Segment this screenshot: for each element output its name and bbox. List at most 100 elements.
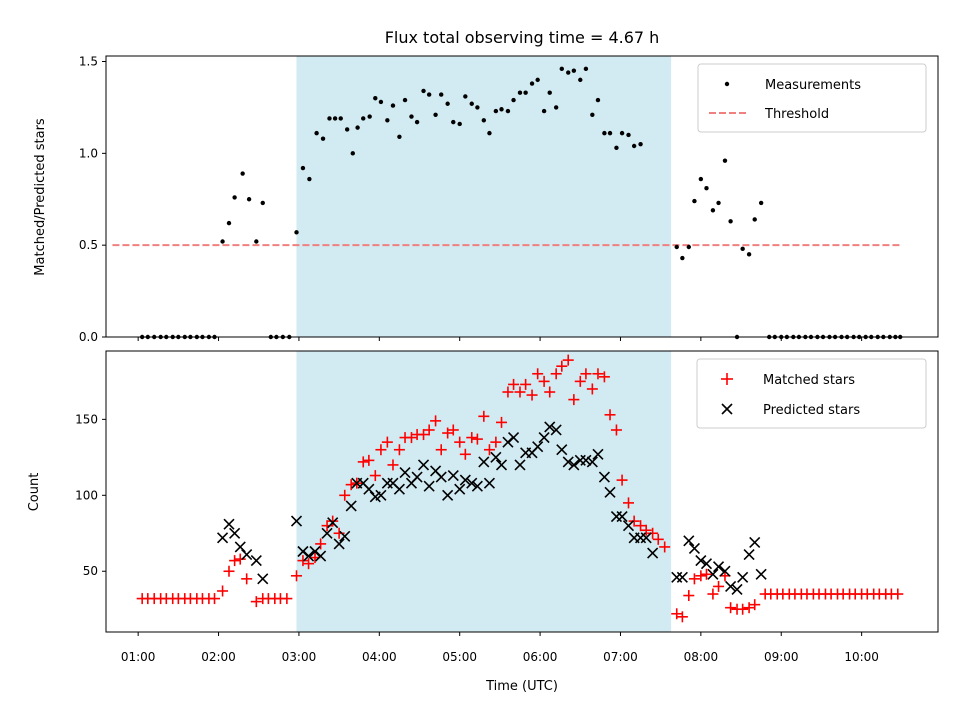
measurement-point (378, 99, 384, 105)
matched-star-point (647, 527, 659, 539)
matched-star-point (713, 580, 725, 592)
figure-title: Flux total observing time = 4.67 h (385, 28, 660, 47)
matched-star-point (532, 368, 544, 380)
predicted-star-point (688, 542, 700, 555)
matched-star-point (478, 410, 490, 422)
measurement-point (314, 130, 319, 136)
matched-star-point (737, 603, 749, 615)
measurement-point (499, 107, 504, 112)
measurement-point (300, 165, 306, 171)
matched-star-point (234, 553, 246, 565)
measurement-point (320, 136, 326, 141)
measurement-point (716, 200, 721, 206)
measurement-point (740, 246, 745, 252)
matched-star-point (743, 602, 755, 614)
predicted-star-point (616, 510, 628, 523)
matched-star-point (683, 590, 695, 602)
x-axis-label: Time (UTC) (485, 679, 558, 694)
predicted-star-point (514, 459, 526, 471)
predicted-star-point (725, 580, 737, 592)
measurement-point (240, 171, 245, 176)
y-tick-label: 1.5 (79, 55, 98, 69)
matched-star-point (291, 570, 303, 582)
measurement-point (439, 92, 444, 97)
matched-star-point (483, 444, 495, 456)
matched-star-point (652, 533, 664, 545)
predicted-star-point (478, 456, 490, 468)
matched-star-point (381, 436, 393, 448)
measurement-point (332, 116, 338, 121)
measurement-point (481, 118, 487, 123)
predicted-star-point (676, 571, 688, 583)
matched-star-point (586, 383, 598, 395)
measurement-point (350, 151, 355, 156)
matched-star-point (556, 360, 568, 372)
predicted-star-point (731, 583, 743, 596)
predicted-star-point (250, 555, 262, 567)
predicted-star-point (315, 550, 327, 562)
matched-star-point (442, 427, 454, 439)
legend-predicted-marker (721, 403, 733, 415)
measurement-point (445, 101, 450, 106)
matched-star-point (375, 444, 387, 456)
measurement-point (294, 230, 299, 235)
matched-star-point (514, 386, 526, 398)
matched-star-point (209, 593, 221, 605)
measurement-point (722, 158, 728, 163)
predicted-star-point (586, 456, 598, 468)
x-tick-label: 06:00 (523, 650, 558, 664)
measurement-point (254, 239, 259, 244)
ratio-legend-box (697, 63, 927, 133)
matched-star-point (671, 608, 683, 620)
y-tick-label: 50 (83, 564, 98, 578)
matched-star-point (574, 375, 586, 387)
measurement-point (232, 195, 237, 200)
measurement-point (752, 217, 757, 222)
measurement-point (704, 186, 709, 191)
x-tick-label: 10:00 (844, 650, 879, 664)
predicted-star-point (507, 432, 520, 444)
matched-star-point (471, 433, 483, 445)
measurement-point (680, 255, 685, 261)
x-tick-label: 04:00 (362, 650, 397, 664)
legend-measurements-marker (724, 81, 730, 87)
matched-star-point (592, 368, 604, 380)
x-tick-label: 02:00 (201, 650, 236, 664)
matched-star-point (357, 456, 369, 468)
predicted-star-point (454, 483, 466, 495)
measurement-point (505, 108, 511, 114)
predicted-star-point (471, 480, 483, 492)
matched-star-point (223, 565, 235, 577)
measurement-point (638, 141, 643, 147)
matched-star-point (418, 429, 430, 441)
y-tick-label: 150 (75, 412, 98, 426)
measurement-point (590, 112, 595, 117)
measurement-point (517, 90, 523, 95)
measurement-point (614, 145, 619, 151)
predicted-star-point (712, 561, 725, 573)
matched-star-point (447, 424, 459, 436)
matched-star-point (568, 394, 580, 406)
matched-star-point (490, 436, 502, 448)
matched-star-point (635, 520, 647, 532)
measurement-point (463, 94, 468, 99)
predicted-star-point (640, 532, 652, 544)
matched-star-point (454, 436, 466, 448)
predicted-star-point (435, 471, 447, 483)
matched-star-point (229, 555, 241, 567)
count-legend: Matched stars Predicted stars (696, 358, 927, 429)
measurement-point (541, 108, 547, 114)
predicted-star-point (339, 530, 351, 542)
measurement-point (686, 244, 692, 250)
measurement-point (595, 97, 601, 103)
measurement-point (344, 127, 350, 132)
predicted-star-point (743, 548, 755, 561)
matched-star-point (339, 489, 351, 501)
predicted-star-point (604, 486, 616, 498)
predicted-star-point (544, 421, 556, 433)
axes-frame (105, 350, 939, 633)
legend-threshold-label: Threshold (764, 107, 829, 122)
matched-star-point (423, 424, 435, 436)
measurement-point (361, 116, 366, 121)
